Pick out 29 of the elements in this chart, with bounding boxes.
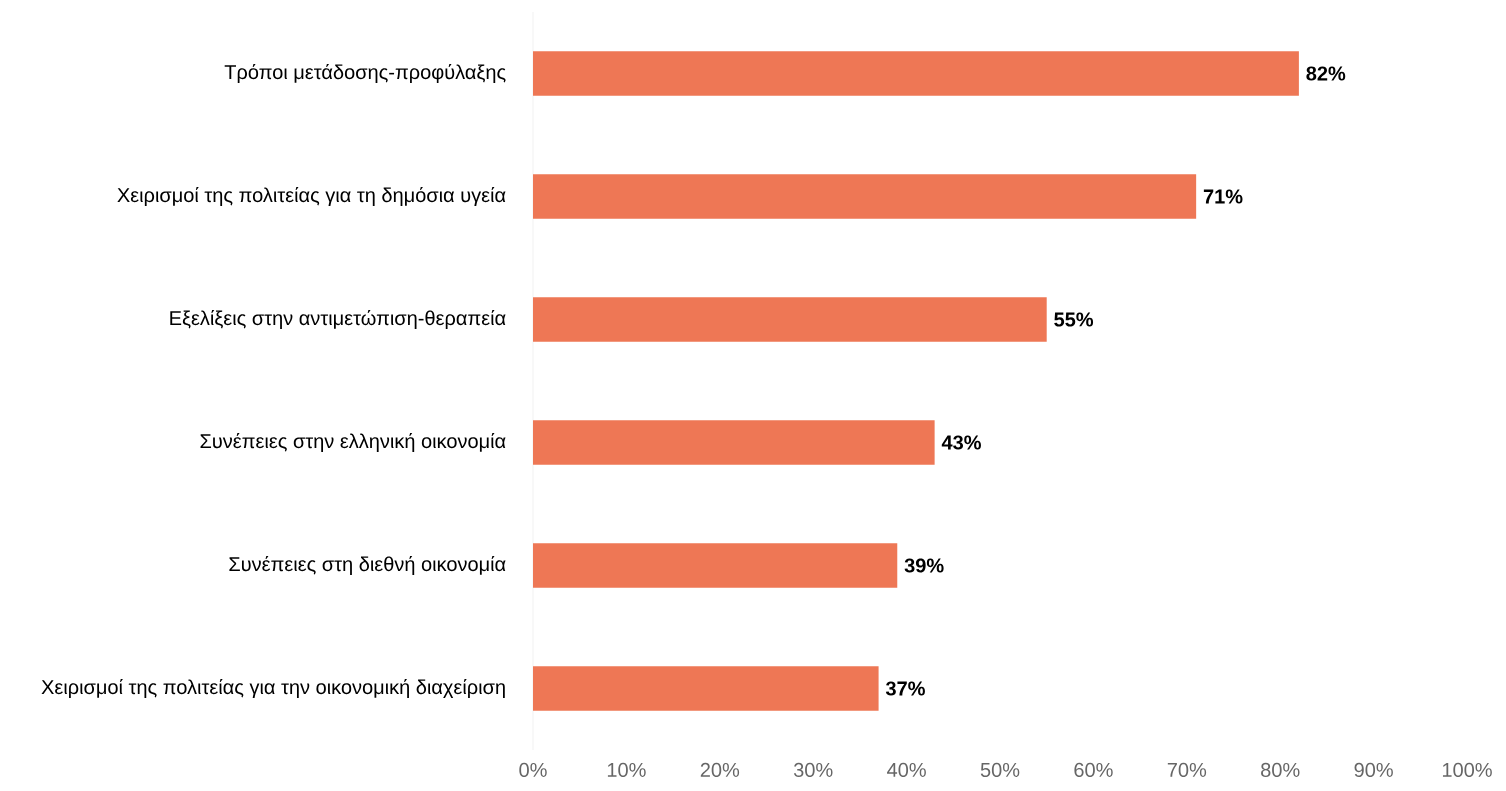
x-tick-label: 70% [1167, 762, 1207, 778]
bar [533, 51, 1299, 96]
y-tick-label: Χειρισμοί της πολιτείας για την οικονομική διαχείριση [41, 678, 505, 699]
data-label: 55% [1054, 312, 1094, 327]
x-tick-label: 20% [700, 762, 740, 778]
y-tick-label: Χειρισμοί της πολιτείας για τη δημόσια υγεία [117, 186, 506, 207]
x-tick-label: 50% [980, 762, 1020, 778]
x-tick-label: 100% [1442, 762, 1492, 778]
x-tick-label: 10% [607, 762, 646, 778]
data-label: 43% [941, 435, 981, 450]
x-tick-label: 60% [1074, 762, 1113, 778]
data-label: 37% [885, 681, 925, 696]
data-label: 82% [1306, 66, 1346, 81]
bar [533, 666, 879, 711]
x-tick-label: 0% [519, 762, 547, 778]
x-tick-label: 90% [1354, 762, 1393, 778]
y-tick-label: Τρόποι μετάδοσης-προφύλαξης [224, 63, 506, 84]
bar [533, 297, 1047, 342]
bar [533, 174, 1197, 219]
bar [533, 420, 935, 465]
x-tick-label: 80% [1261, 762, 1300, 778]
y-tick-label: Συνέπειες στη διεθνή οικονομία [229, 555, 506, 576]
y-tick-label: Εξελίξεις στην αντιμετώπιση-θεραπεία [170, 309, 506, 330]
data-label: 71% [1203, 189, 1243, 204]
y-tick-label: Συνέπειες στην ελληνική οικονομία [200, 432, 506, 453]
data-label: 39% [904, 558, 944, 573]
bar [533, 543, 898, 588]
x-tick-label: 40% [887, 762, 926, 778]
x-tick-label: 30% [793, 762, 833, 778]
